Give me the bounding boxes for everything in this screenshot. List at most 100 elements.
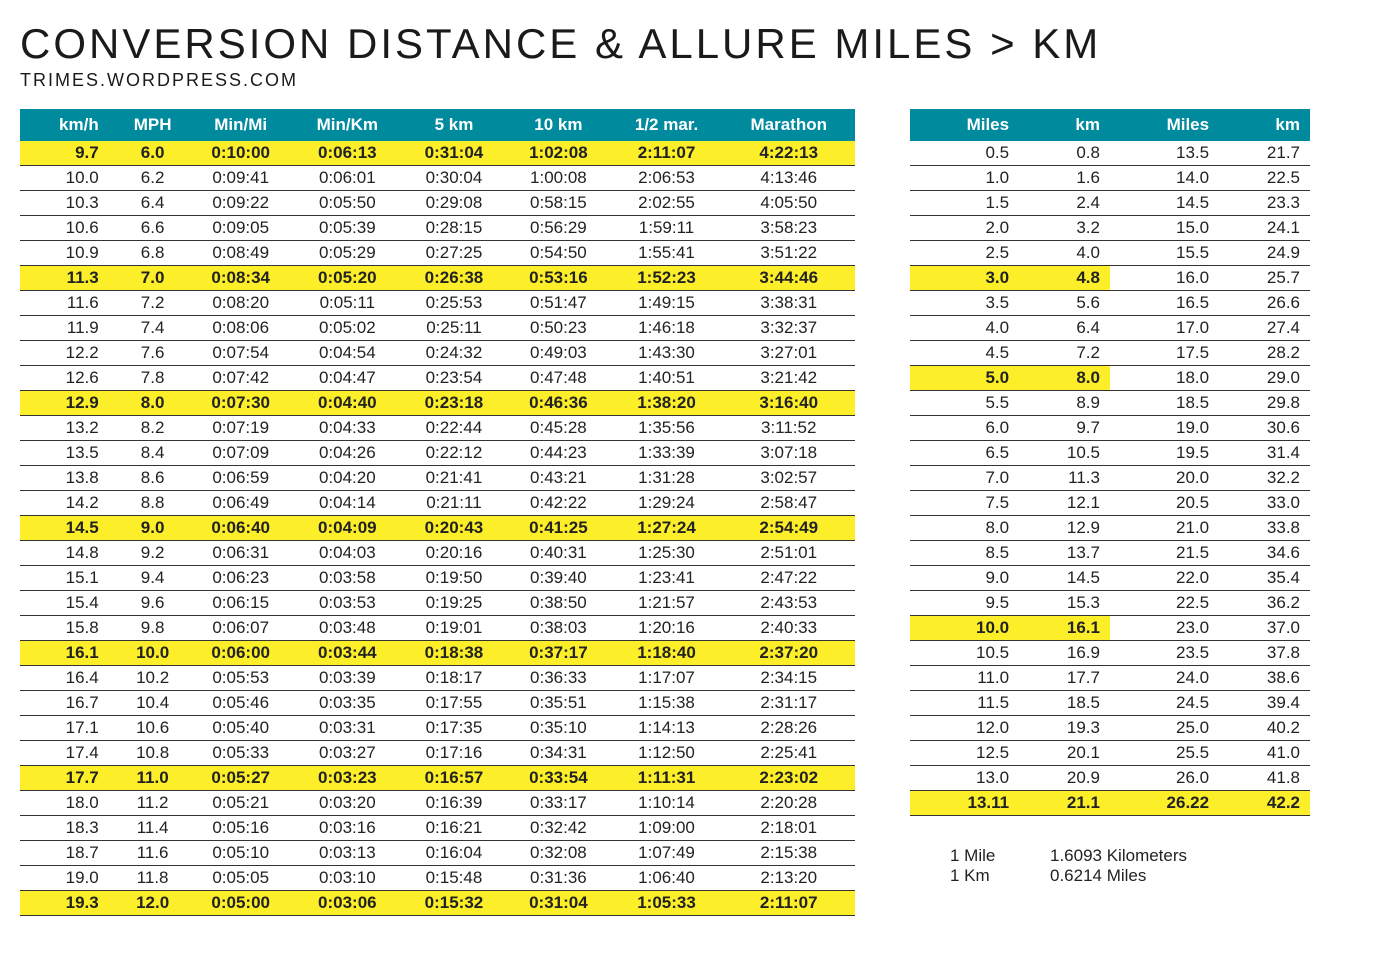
table-cell: 0:33:54: [506, 766, 610, 791]
table-cell: 26.22: [1110, 791, 1219, 816]
table-cell: 1:09:00: [611, 816, 723, 841]
table-cell: 22.0: [1110, 566, 1219, 591]
table-row: 13.1121.126.2242.2: [910, 791, 1310, 816]
table-row: 3.04.816.025.7: [910, 266, 1310, 291]
table-cell: 2:18:01: [722, 816, 855, 841]
table-cell: 28.2: [1219, 341, 1310, 366]
table-cell: 0:06:13: [293, 141, 402, 166]
table-cell: 9.0: [910, 566, 1019, 591]
table-cell: 9.2: [117, 541, 189, 566]
table-row: 11.37.00:08:340:05:200:26:380:53:161:52:…: [20, 266, 855, 291]
table-cell: 0:38:03: [506, 616, 610, 641]
table-cell: 2:47:22: [722, 566, 855, 591]
table-cell: 14.5: [1019, 566, 1110, 591]
table-cell: 0:06:49: [189, 491, 293, 516]
table-cell: 0:26:38: [402, 266, 506, 291]
table-row: 14.59.00:06:400:04:090:20:430:41:251:27:…: [20, 516, 855, 541]
table-cell: 1:46:18: [611, 316, 723, 341]
table-cell: 2.0: [910, 216, 1019, 241]
table-row: 5.58.918.529.8: [910, 391, 1310, 416]
table-cell: 19.0: [1110, 416, 1219, 441]
table-cell: 0:06:07: [189, 616, 293, 641]
table-cell: 0:23:54: [402, 366, 506, 391]
table-cell: 0:30:04: [402, 166, 506, 191]
table-cell: 0:20:16: [402, 541, 506, 566]
table-row: 1.01.614.022.5: [910, 166, 1310, 191]
table-cell: 0:23:18: [402, 391, 506, 416]
table-cell: 9.0: [117, 516, 189, 541]
table-cell: 1:35:56: [611, 416, 723, 441]
table-row: 17.110.60:05:400:03:310:17:350:35:101:14…: [20, 716, 855, 741]
table-cell: 24.9: [1219, 241, 1310, 266]
table-cell: 17.0: [1110, 316, 1219, 341]
table-cell: 9.6: [117, 591, 189, 616]
table-row: 17.410.80:05:330:03:270:17:160:34:311:12…: [20, 741, 855, 766]
table-row: 6.510.519.531.4: [910, 441, 1310, 466]
table-cell: 18.0: [20, 791, 117, 816]
table-cell: 17.5: [1110, 341, 1219, 366]
table-cell: 12.5: [910, 741, 1019, 766]
table-cell: 16.7: [20, 691, 117, 716]
table-cell: 6.5: [910, 441, 1019, 466]
table-cell: 0:06:15: [189, 591, 293, 616]
table-cell: 0:04:33: [293, 416, 402, 441]
distance-table-panel: MileskmMileskm 0.50.813.521.71.01.614.02…: [910, 109, 1310, 886]
table-cell: 29.0: [1219, 366, 1310, 391]
table-cell: 33.0: [1219, 491, 1310, 516]
table-cell: 21.0: [1110, 516, 1219, 541]
table-cell: 6.0: [910, 416, 1019, 441]
table-cell: 16.0: [1110, 266, 1219, 291]
table-row: 12.27.60:07:540:04:540:24:320:49:031:43:…: [20, 341, 855, 366]
table-cell: 14.8: [20, 541, 117, 566]
table-cell: 21.7: [1219, 141, 1310, 166]
pace-col-header: 10 km: [506, 109, 610, 141]
table-row: 13.020.926.041.8: [910, 766, 1310, 791]
table-row: 15.89.80:06:070:03:480:19:010:38:031:20:…: [20, 616, 855, 641]
table-row: 18.011.20:05:210:03:200:16:390:33:171:10…: [20, 791, 855, 816]
table-cell: 0:08:49: [189, 241, 293, 266]
table-row: 10.96.80:08:490:05:290:27:250:54:501:55:…: [20, 241, 855, 266]
table-cell: 42.2: [1219, 791, 1310, 816]
table-cell: 0:09:05: [189, 216, 293, 241]
table-cell: 0:03:53: [293, 591, 402, 616]
table-cell: 0:20:43: [402, 516, 506, 541]
table-cell: 3.0: [910, 266, 1019, 291]
table-cell: 0:04:54: [293, 341, 402, 366]
table-cell: 10.9: [20, 241, 117, 266]
table-cell: 12.2: [20, 341, 117, 366]
table-cell: 2.4: [1019, 191, 1110, 216]
table-cell: 1:33:39: [611, 441, 723, 466]
pace-table-panel: km/hMPHMin/MiMin/Km5 km10 km1/2 mar.Mara…: [20, 109, 855, 916]
table-cell: 19.0: [20, 866, 117, 891]
table-cell: 0:05:50: [293, 191, 402, 216]
table-row: 8.012.921.033.8: [910, 516, 1310, 541]
table-cell: 25.5: [1110, 741, 1219, 766]
table-cell: 0:03:58: [293, 566, 402, 591]
table-cell: 17.4: [20, 741, 117, 766]
table-cell: 1.6: [1019, 166, 1110, 191]
table-cell: 0:33:17: [506, 791, 610, 816]
table-cell: 2:23:02: [722, 766, 855, 791]
table-cell: 37.0: [1219, 616, 1310, 641]
footnote: 1 Mile 1.6093 Kilometers 1 Km 0.6214 Mil…: [910, 846, 1310, 886]
table-cell: 2:11:07: [722, 891, 855, 916]
table-cell: 1:29:24: [611, 491, 723, 516]
table-row: 11.97.40:08:060:05:020:25:110:50:231:46:…: [20, 316, 855, 341]
table-cell: 0:06:59: [189, 466, 293, 491]
table-cell: 2:06:53: [611, 166, 723, 191]
table-cell: 0:08:06: [189, 316, 293, 341]
table-cell: 0:05:40: [189, 716, 293, 741]
pace-col-header: km/h: [20, 109, 117, 141]
table-cell: 0:16:39: [402, 791, 506, 816]
page-title: CONVERSION DISTANCE & ALLURE MILES > KM: [20, 20, 1359, 68]
table-cell: 1:27:24: [611, 516, 723, 541]
table-cell: 11.9: [20, 316, 117, 341]
table-row: 3.55.616.526.6: [910, 291, 1310, 316]
table-cell: 0:03:10: [293, 866, 402, 891]
table-row: 14.28.80:06:490:04:140:21:110:42:221:29:…: [20, 491, 855, 516]
table-cell: 0:05:53: [189, 666, 293, 691]
table-cell: 12.0: [910, 716, 1019, 741]
table-cell: 0:19:50: [402, 566, 506, 591]
table-cell: 6.4: [117, 191, 189, 216]
table-cell: 13.8: [20, 466, 117, 491]
